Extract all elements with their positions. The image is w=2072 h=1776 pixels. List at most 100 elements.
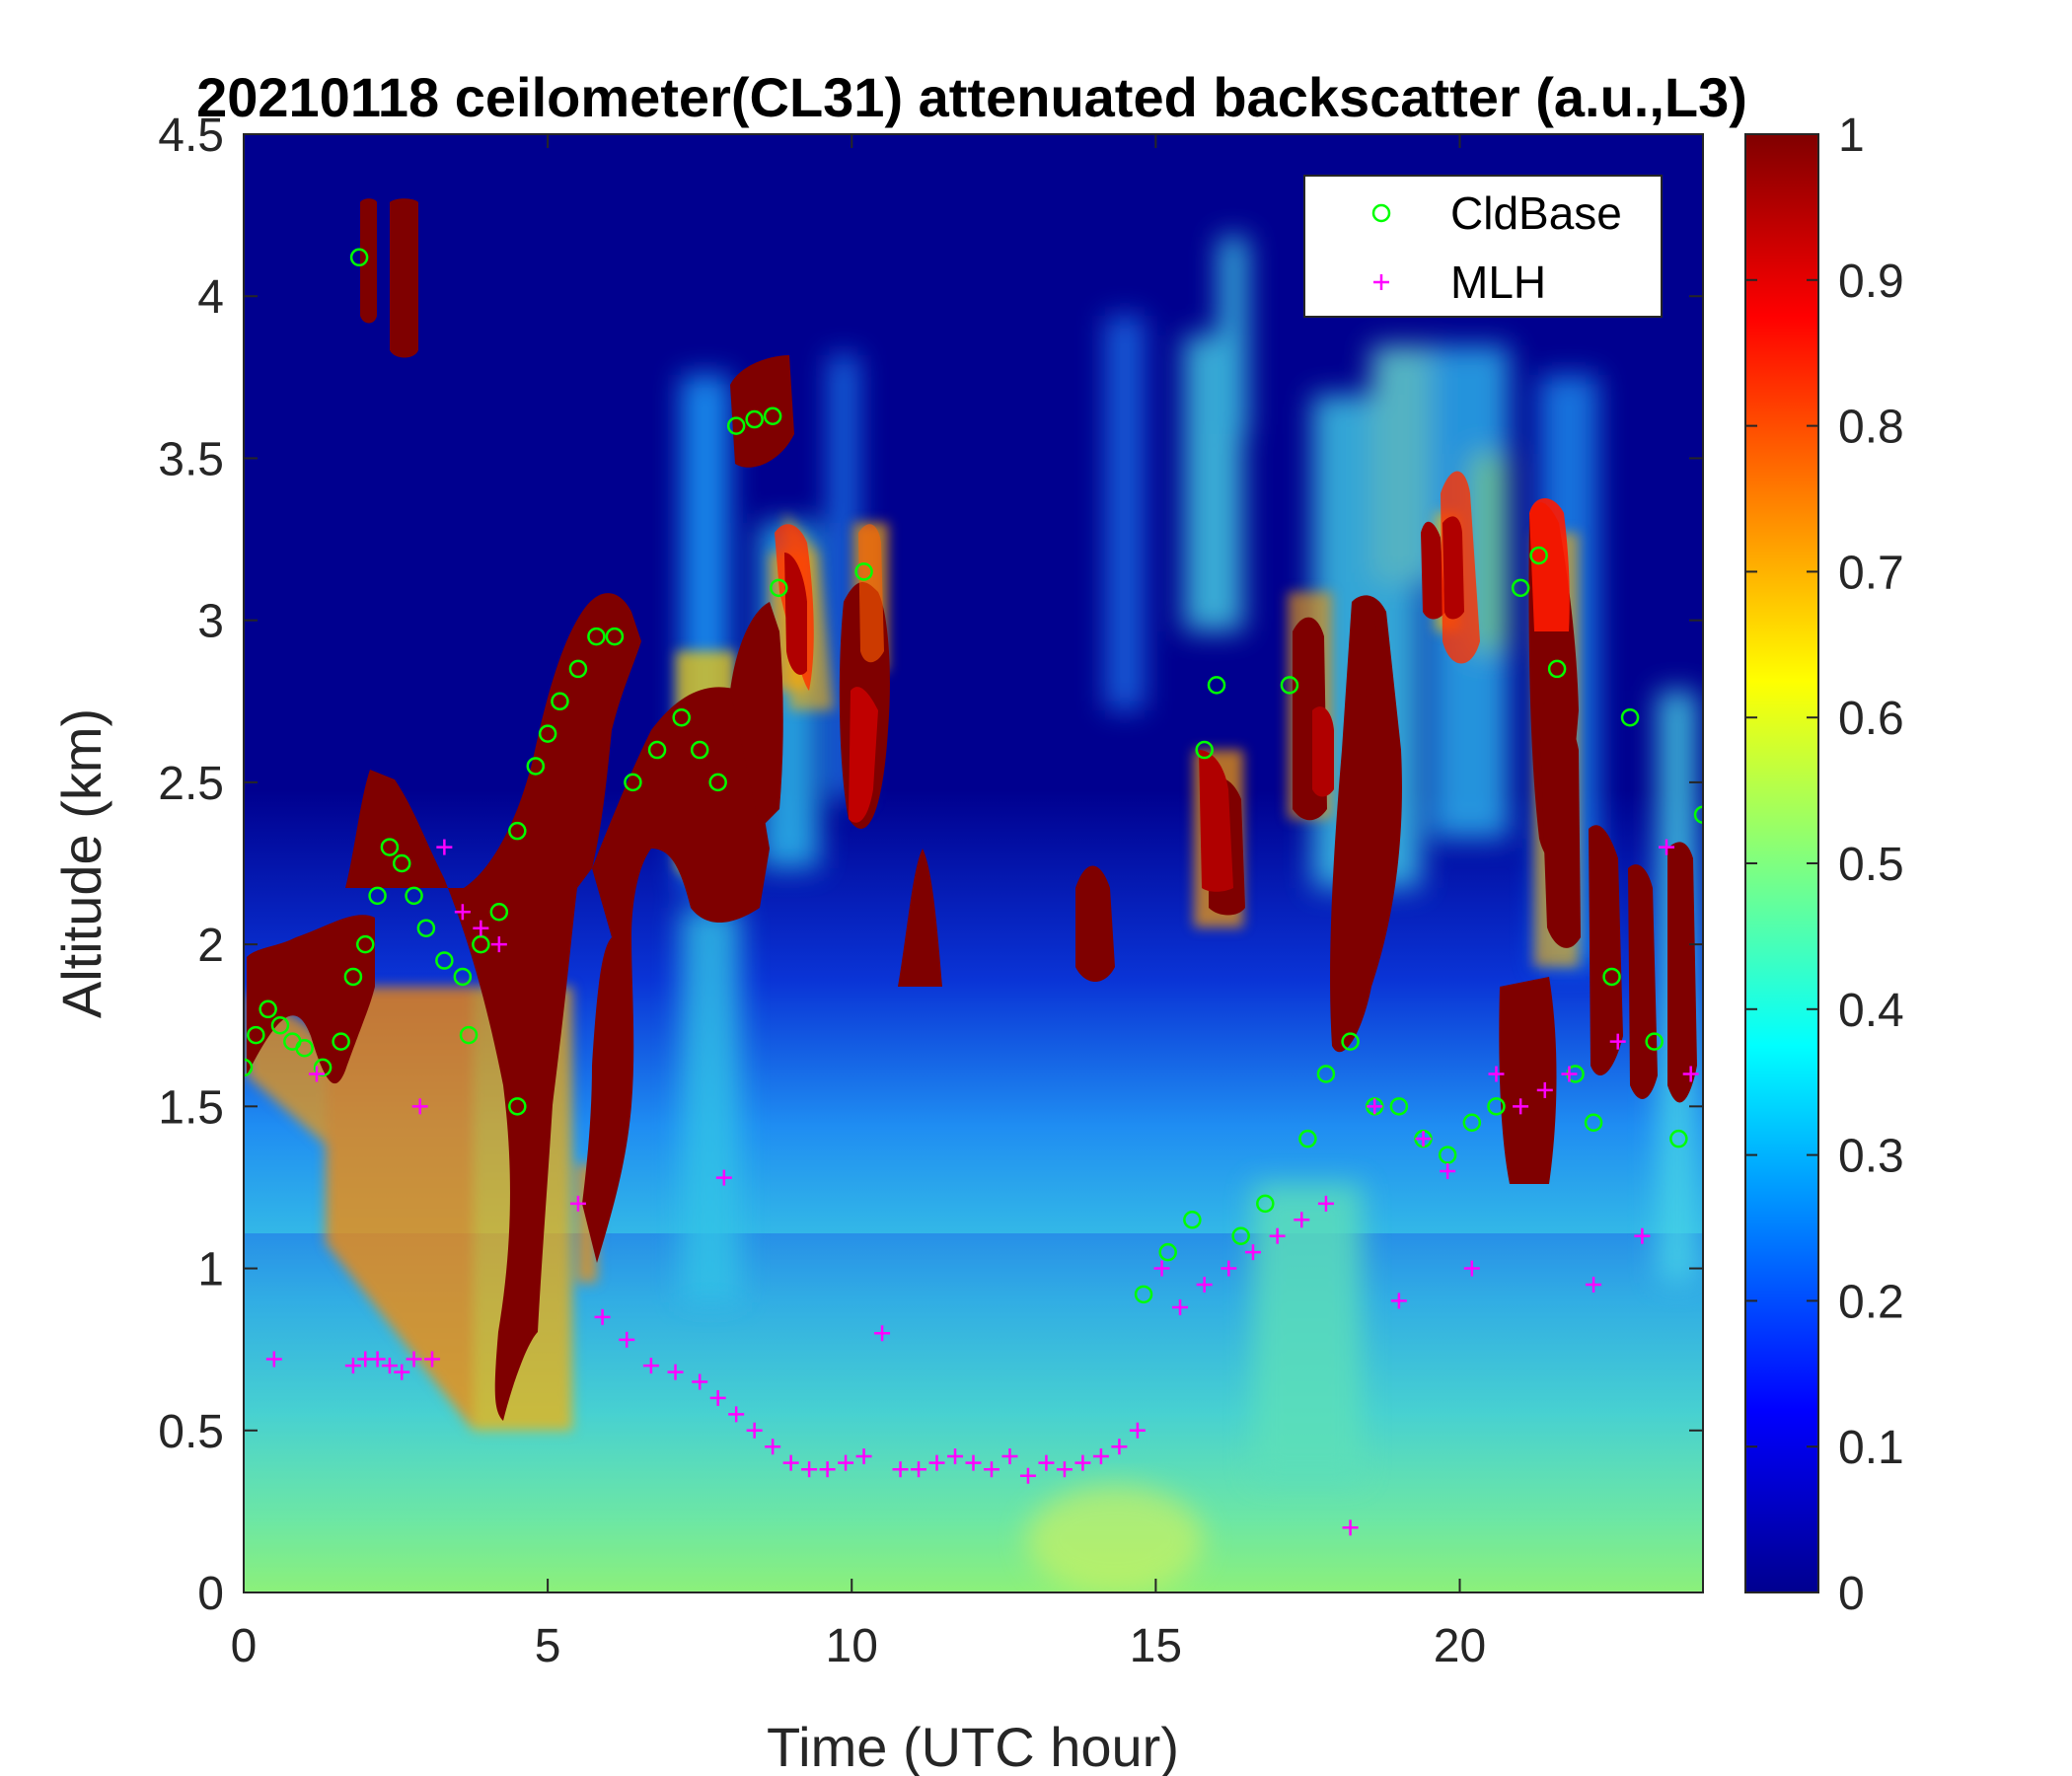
y-tick-label: 0.5 [158,1406,224,1458]
mlh-point [1269,1227,1286,1244]
cldbase-point [587,627,606,646]
cldbase-point [247,1025,265,1045]
y-tick-label: 4.5 [158,110,224,162]
x-tick-label: 10 [826,1620,878,1672]
cldbase-point [392,853,411,873]
cloud-layers [247,198,1697,1431]
cldbase-point [270,1015,290,1035]
mlh-point [454,904,471,921]
mlh-point [1367,1098,1383,1115]
colorbar: 0 0.1 0.2 0.3 0.4 0.5 0.6 0.7 0.8 0.9 1 [1744,110,1904,1620]
y-tick-label: 0 [197,1568,224,1620]
cldbase-point [1462,1113,1482,1133]
mlh-point [1092,1448,1109,1465]
legend: CldBase MLH [1303,175,1663,318]
mlh-point [1634,1227,1651,1244]
mlh-point [782,1454,799,1471]
cldbase-point [1195,740,1214,760]
y-tick-label: 2 [197,920,224,972]
cldbase-point [1669,1129,1688,1148]
mlh-point [1536,1081,1553,1098]
cldbase-point [1389,1097,1409,1116]
colorbar-tick-label: 0.9 [1838,256,1904,308]
mlh-point [838,1454,854,1471]
mlh-point [911,1461,927,1478]
mlh-point [265,1351,282,1368]
colorbar-tick-label: 0.4 [1838,985,1904,1037]
cldbase-point [259,999,277,1019]
colorbar-tick-label: 0.1 [1838,1422,1904,1474]
mlh-point [619,1331,635,1348]
cldbase-point [726,416,746,435]
cldbase-point [770,578,788,598]
cldbase-point [1183,1211,1202,1229]
mlh-point [1056,1461,1073,1478]
cldbase-point [1256,1194,1275,1214]
cldbase-point [1341,1032,1360,1051]
mlh-point [1586,1276,1602,1293]
y-tick-label: 2.5 [158,758,224,810]
mlh-point [1172,1298,1189,1315]
y-tick-label: 1 [197,1244,224,1296]
cldbase-point [690,740,709,760]
cldbase-point [1280,676,1299,695]
mlh-point [928,1454,945,1471]
y-tick-label: 1.5 [158,1081,224,1134]
mlh-point [819,1461,836,1478]
mlh-point [715,1169,732,1186]
x-tick-label: 0 [231,1620,258,1672]
cldbase-point [1511,578,1530,598]
cldbase-point [854,562,873,581]
mlh-point [765,1439,781,1455]
cldbase-point [624,773,642,792]
mlh-point [1221,1260,1237,1277]
cldbase-point [1298,1129,1317,1148]
mlh-point [1488,1066,1505,1082]
legend-mlh-marker [1373,274,1389,290]
cldbase-point [368,886,387,906]
mlh-point [1074,1454,1091,1471]
mlh-point [1390,1293,1407,1309]
cldbase-point [1487,1097,1506,1116]
cldbase-point [605,627,625,646]
cldbase-point [1134,1285,1153,1304]
colorbar-tick-label: 0.6 [1838,693,1904,745]
y-axis-label: Altitude (km) [50,708,112,1018]
mlh-point [1153,1260,1170,1277]
cldbase-point [1602,967,1621,987]
mlh-point [1019,1467,1036,1484]
cldbase-point [1547,659,1567,679]
mlh-point [1609,1033,1626,1050]
cldbase-point [508,1097,527,1116]
cldbase-point [435,951,454,970]
cldbase-point [1316,1065,1336,1083]
mlh-point [594,1308,611,1325]
cldbase-point [343,967,363,987]
mlh-point [892,1461,909,1478]
mlh-point [569,1195,586,1212]
mlh-point [709,1389,726,1406]
cldbase-point [647,740,667,760]
cldbase-point [313,1058,333,1077]
colorbar-tick-label: 0.3 [1838,1131,1904,1183]
y-tick-label: 3 [197,596,224,648]
cldbase-point [349,248,369,267]
y-tick-label: 3.5 [158,433,224,485]
mlh-point [1342,1519,1359,1536]
cldbase-point [1584,1113,1603,1133]
colorbar-tick-label: 0.8 [1838,402,1904,454]
cldbase-point [568,659,588,679]
colorbar-tick-label: 0.7 [1838,547,1904,599]
mlh-point [801,1461,818,1478]
cldbase-point [244,1058,254,1077]
mlh-point [344,1358,361,1374]
mlh-point [308,1066,325,1082]
mlh-point [424,1351,441,1368]
legend-cldbase-label: CldBase [1450,187,1622,239]
mlh-point [642,1358,659,1374]
mlh-point [874,1325,891,1342]
cldbase-point [472,934,490,954]
mlh-point [411,1098,428,1115]
mlh-point [1440,1163,1456,1180]
